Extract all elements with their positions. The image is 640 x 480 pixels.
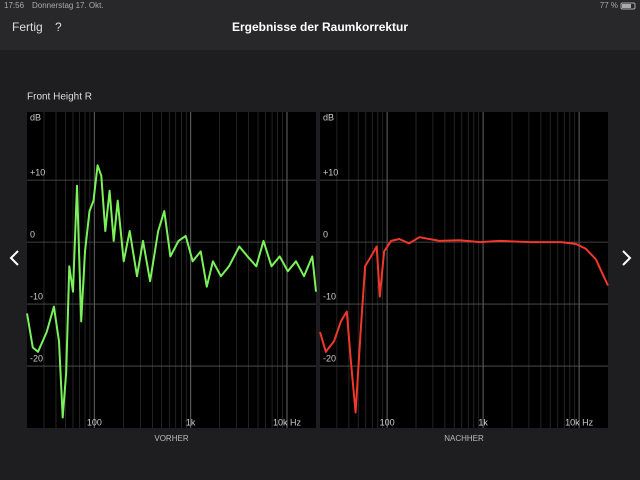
- nav-bar: [0, 0, 640, 50]
- x-tick-label: 1k: [478, 417, 488, 427]
- y-tick-label: 0: [323, 229, 328, 239]
- plot-area: [27, 112, 316, 428]
- x-tick-label: 10k Hz: [273, 417, 302, 427]
- x-tick-label: 10k Hz: [565, 417, 594, 427]
- y-axis-label: dB: [323, 112, 334, 122]
- y-tick-label: 0: [30, 229, 35, 239]
- plot-area: [320, 112, 608, 428]
- y-tick-label: -10: [323, 291, 336, 301]
- help-button[interactable]: ?: [55, 20, 62, 34]
- x-tick-label: 100: [87, 417, 102, 427]
- x-tick-label: 1k: [186, 417, 196, 427]
- y-tick-label: +10: [30, 168, 45, 178]
- x-tick-label: 100: [380, 417, 395, 427]
- next-arrow[interactable]: [622, 250, 632, 266]
- y-tick-label: -20: [323, 353, 336, 363]
- done-button[interactable]: Fertig: [12, 20, 43, 34]
- status-time: 17:56: [4, 1, 25, 10]
- prev-arrow[interactable]: [9, 250, 19, 266]
- battery-level: [622, 4, 631, 8]
- x-axis-label: VORHER: [154, 434, 188, 443]
- x-axis-label: NACHHER: [444, 434, 484, 443]
- y-axis-label: dB: [30, 112, 41, 122]
- response-curve: [26, 164, 317, 419]
- y-tick-label: -20: [30, 353, 43, 363]
- y-tick-label: +10: [323, 168, 338, 178]
- status-date: Donnerstag 17. Okt.: [32, 1, 104, 10]
- response-curve: [319, 236, 609, 414]
- battery-text: 77 %: [600, 1, 618, 10]
- y-tick-label: -10: [30, 291, 43, 301]
- nav-title: Ergebnisse der Raumkorrektur: [232, 20, 408, 34]
- section-title: Front Height R: [27, 92, 92, 103]
- battery-icon: [620, 2, 636, 10]
